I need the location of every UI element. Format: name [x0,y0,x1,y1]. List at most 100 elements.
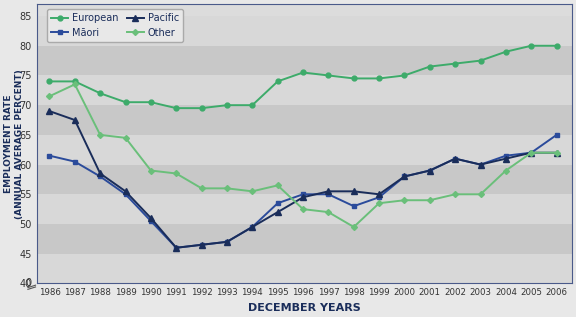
Other [452,192,458,196]
Māori [198,243,205,247]
Other [198,186,205,190]
European [223,103,230,107]
Other [325,210,332,214]
Māori [452,157,458,160]
European [46,80,53,83]
European [325,74,332,77]
X-axis label: DECEMBER YEARS: DECEMBER YEARS [248,303,361,313]
Line: Pacific: Pacific [47,108,559,250]
Line: Other: Other [47,82,559,229]
Pacific [528,151,535,155]
Y-axis label: EMPLOYMENT RATE
(ANNUAL AVERAGE PERCENT): EMPLOYMENT RATE (ANNUAL AVERAGE PERCENT) [4,69,24,219]
Pacific [249,225,256,229]
Legend: European, Māori, Pacific, Other: European, Māori, Pacific, Other [47,9,183,42]
Bar [37,75,572,105]
Other [528,151,535,155]
Other [173,171,180,175]
European [477,59,484,62]
Pacific [274,210,281,214]
Pacific [401,175,408,178]
Line: Māori: Māori [47,133,559,250]
Pacific [426,169,433,172]
European [553,44,560,48]
Other [426,198,433,202]
Bar [37,105,572,135]
Other [223,186,230,190]
European [71,80,78,83]
Māori [71,160,78,164]
European [97,91,104,95]
Pacific [376,192,382,196]
Pacific [477,163,484,166]
European [502,50,509,54]
Bar [37,194,572,224]
Pacific [223,240,230,244]
Line: European: European [47,43,559,111]
Pacific [502,157,509,160]
Māori [223,240,230,244]
Bar [37,224,572,254]
Pacific [553,151,560,155]
Other [249,190,256,193]
Pacific [325,190,332,193]
Māori [46,154,53,158]
Other [274,184,281,187]
European [173,106,180,110]
Other [350,225,357,229]
Bar [37,254,572,283]
Māori [401,175,408,178]
European [528,44,535,48]
European [401,74,408,77]
Pacific [46,109,53,113]
Pacific [147,216,154,220]
Māori [147,219,154,223]
Other [147,169,154,172]
Other [97,133,104,137]
Māori [553,133,560,137]
Text: 0: 0 [25,278,32,288]
European [249,103,256,107]
Pacific [97,171,104,175]
Bar [37,16,572,46]
Māori [173,246,180,250]
Bar [37,165,572,194]
European [198,106,205,110]
Bar [37,135,572,165]
Other [502,169,509,172]
European [274,80,281,83]
Māori [502,154,509,158]
Bar [37,46,572,75]
Pacific [71,118,78,122]
Māori [350,204,357,208]
Other [300,207,306,211]
Other [46,94,53,98]
Other [477,192,484,196]
Māori [97,175,104,178]
European [147,100,154,104]
Māori [376,195,382,199]
Māori [528,151,535,155]
Māori [274,201,281,205]
Other [71,82,78,86]
Pacific [198,243,205,247]
Māori [300,192,306,196]
Pacific [350,190,357,193]
Māori [122,192,129,196]
Māori [249,225,256,229]
European [350,76,357,80]
Pacific [300,195,306,199]
European [122,100,129,104]
European [300,71,306,74]
Other [376,201,382,205]
European [426,65,433,68]
Pacific [452,157,458,160]
European [376,76,382,80]
European [452,62,458,66]
Pacific [122,190,129,193]
Other [553,151,560,155]
Māori [426,169,433,172]
Pacific [173,246,180,250]
Other [122,136,129,140]
Other [401,198,408,202]
Māori [325,192,332,196]
